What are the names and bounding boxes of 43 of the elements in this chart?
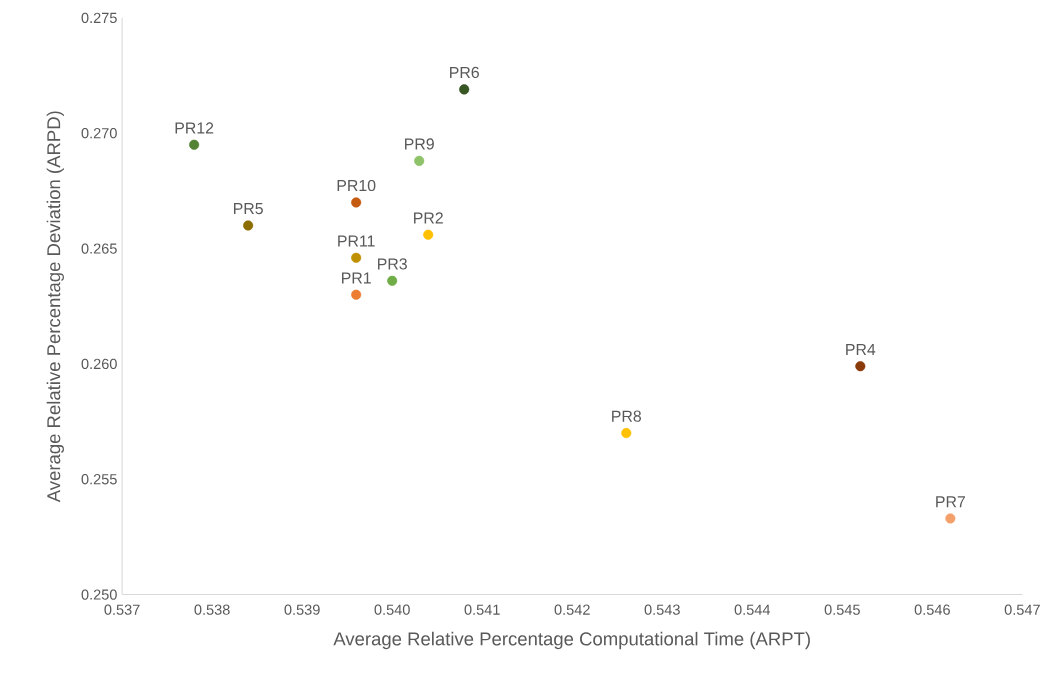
series-label: PR8 xyxy=(612,410,641,422)
point xyxy=(855,361,866,372)
series-label: PR5 xyxy=(233,203,263,215)
y-tick-label: 0.275 xyxy=(81,12,117,24)
point xyxy=(351,252,362,263)
y-tick-label: 0.255 xyxy=(81,474,117,485)
series-label: PR11 xyxy=(338,235,375,247)
x-tick-label: 0.544 xyxy=(734,604,771,615)
point xyxy=(351,289,362,300)
x-axis-title: Average Relative Percentage Computational Time (ARPT) xyxy=(333,631,810,650)
series-label: PR4 xyxy=(846,344,876,355)
x-tick-label: 0.539 xyxy=(284,604,320,615)
point xyxy=(945,513,956,524)
point xyxy=(423,229,434,240)
point xyxy=(243,220,254,231)
series-label: PR2 xyxy=(414,212,443,224)
series-label: PR9 xyxy=(405,138,434,150)
x-tick-label: 0.543 xyxy=(644,604,680,615)
x-tick-label: 0.545 xyxy=(824,604,860,615)
y-tick-label: 0.250 xyxy=(81,589,117,600)
y-axis-title: Average Relative Percentage Deviation (ARPD) xyxy=(46,111,64,503)
series-label: PR1 xyxy=(342,272,371,284)
series-label: PR3 xyxy=(378,258,407,270)
y-tick-label: 0.270 xyxy=(81,128,117,139)
x-tick-label: 0.547 xyxy=(1004,604,1040,615)
x-tick-label: 0.537 xyxy=(104,604,140,615)
point xyxy=(189,139,200,150)
series-label: PR12 xyxy=(175,122,214,134)
x-tick-label: 0.542 xyxy=(554,604,590,615)
x-tick-label: 0.538 xyxy=(194,604,230,615)
point xyxy=(351,197,362,208)
series-label: PR10 xyxy=(337,179,376,192)
y-tick-label: 0.260 xyxy=(81,358,117,370)
point xyxy=(621,428,632,439)
series-label: PR6 xyxy=(450,66,479,79)
y-tick-label: 0.265 xyxy=(81,243,117,254)
point xyxy=(387,275,398,286)
x-tick-label: 0.541 xyxy=(464,604,500,615)
series-label: PR7 xyxy=(936,496,965,508)
point xyxy=(459,84,470,95)
x-tick-label: 0.540 xyxy=(374,604,410,615)
point xyxy=(414,155,425,166)
x-tick-label: 0.546 xyxy=(914,604,950,615)
